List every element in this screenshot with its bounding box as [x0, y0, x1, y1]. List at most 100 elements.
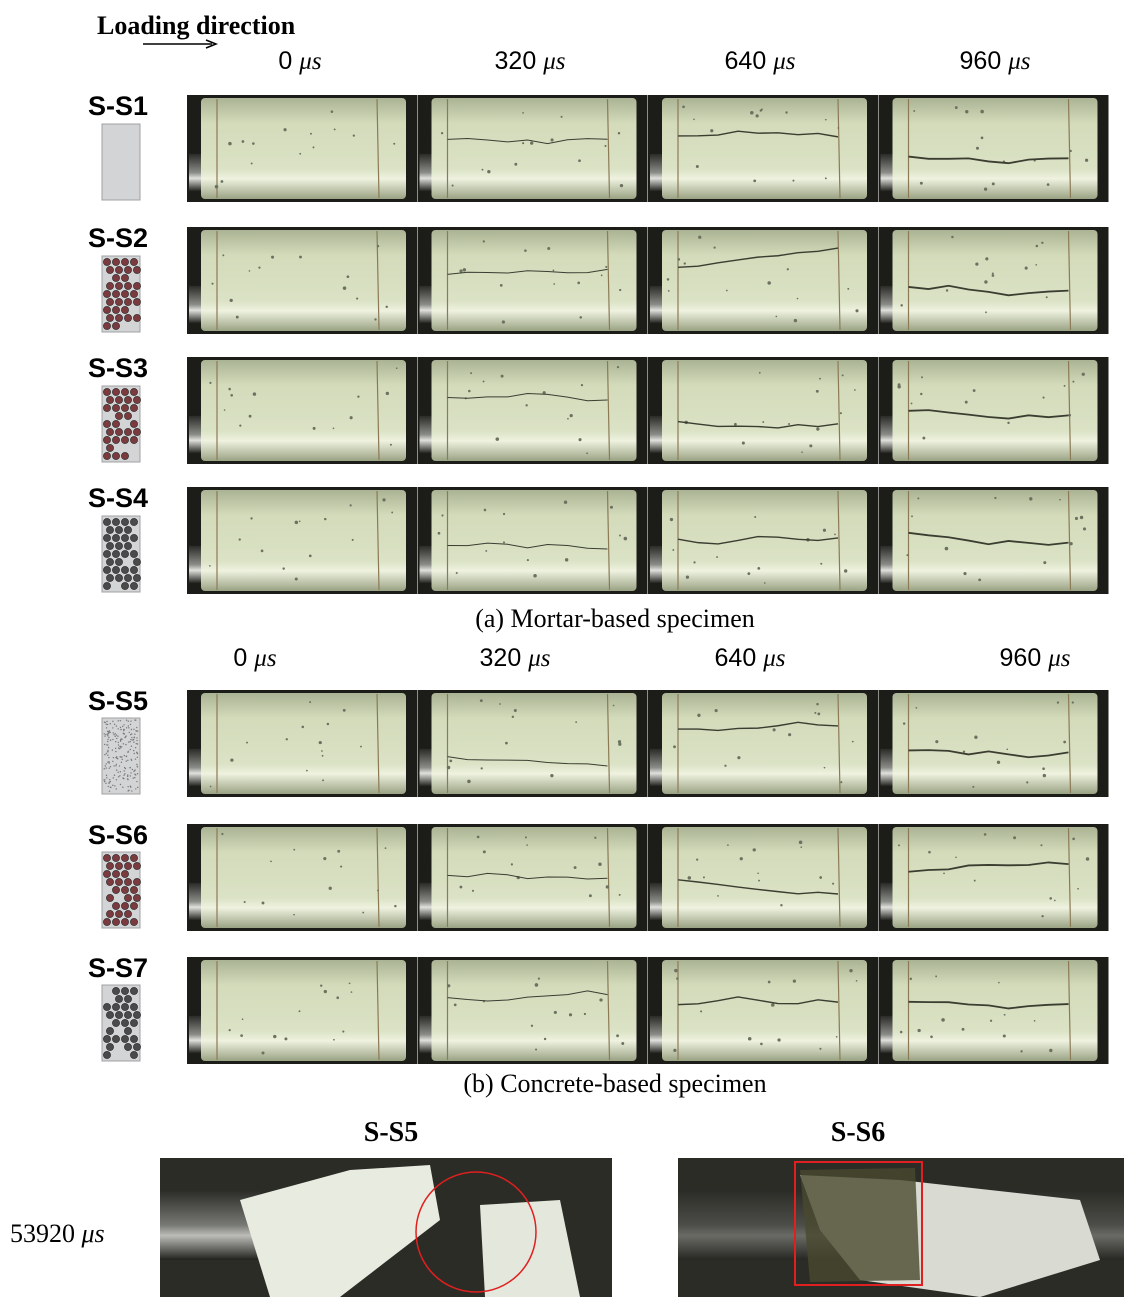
aggregate: [133, 1043, 140, 1050]
speckle: [137, 773, 138, 774]
pore: [333, 427, 335, 429]
aggregate: [112, 550, 119, 557]
pore: [505, 742, 508, 745]
speckle: [115, 748, 116, 749]
pore: [688, 876, 692, 880]
specimen: [662, 827, 867, 928]
pore: [569, 1013, 572, 1016]
aggregate: [133, 878, 140, 885]
speckle: [105, 783, 106, 784]
pore: [945, 547, 949, 551]
speckle: [106, 723, 107, 724]
pore: [814, 712, 816, 714]
pore: [575, 721, 577, 723]
pore: [526, 844, 528, 846]
pore: [531, 1025, 533, 1027]
aggregate: [121, 534, 128, 541]
pore: [682, 105, 685, 108]
bar-end: [420, 1016, 432, 1053]
time-unit: μs: [81, 1219, 105, 1248]
pore: [1077, 888, 1079, 890]
aggregate: [112, 854, 119, 861]
pore: [794, 319, 797, 322]
pore: [599, 998, 602, 1001]
speckle: [121, 738, 122, 739]
specimen-label: S-S5: [88, 686, 148, 716]
speckle: [107, 735, 108, 736]
pore: [390, 444, 392, 446]
time-unit: μs: [1007, 48, 1030, 75]
pore: [578, 438, 581, 441]
pore: [816, 427, 819, 430]
aggregate: [103, 290, 110, 297]
pore: [447, 984, 450, 987]
pore: [978, 578, 981, 581]
pore: [1013, 836, 1016, 839]
speckle: [136, 743, 137, 744]
specimen-label: S-S3: [88, 353, 148, 383]
aggregate: [124, 1043, 131, 1050]
speckle: [137, 730, 138, 731]
aggregate: [106, 266, 113, 273]
pore: [668, 290, 670, 292]
pore: [236, 316, 239, 319]
pore: [994, 497, 996, 499]
pore: [1049, 1049, 1052, 1052]
pore: [717, 895, 719, 897]
speckle: [117, 772, 118, 773]
time-unit: μs: [527, 645, 550, 672]
pore: [468, 390, 471, 393]
speckle: [123, 743, 124, 744]
specimen: [432, 230, 637, 331]
speckle: [110, 786, 111, 787]
aggregate: [130, 886, 137, 893]
pore: [391, 512, 393, 514]
pore: [667, 278, 670, 281]
pore: [456, 572, 458, 574]
specimen: [893, 98, 1098, 199]
pore: [374, 318, 376, 320]
pore: [299, 520, 301, 522]
time-unit: μs: [772, 48, 795, 75]
aggregate: [133, 314, 140, 321]
pore: [551, 138, 554, 141]
pore: [262, 902, 265, 905]
aggregate: [121, 918, 128, 925]
speckle: [130, 759, 131, 760]
pore: [224, 409, 226, 411]
aggregate: [103, 388, 110, 395]
speckle: [136, 727, 137, 728]
time-number: 640: [715, 644, 757, 672]
pore: [760, 109, 762, 111]
aggregate: [112, 534, 119, 541]
pore: [1063, 741, 1066, 744]
speckle: [118, 720, 119, 721]
aggregate: [106, 282, 113, 289]
pore: [1035, 264, 1037, 266]
pore: [578, 159, 581, 162]
pore: [323, 857, 326, 860]
aggregate: [115, 298, 122, 305]
speckle: [106, 727, 107, 728]
aggregate: [124, 574, 131, 581]
speckle: [125, 744, 126, 745]
speckle: [135, 747, 136, 748]
speckle: [116, 788, 117, 789]
specimen: [432, 360, 637, 461]
speckle: [131, 737, 132, 738]
pore: [319, 741, 322, 744]
speckle: [130, 741, 131, 742]
pore: [1034, 1020, 1036, 1022]
pore: [352, 539, 354, 541]
aggregate: [130, 918, 137, 925]
aggregate: [115, 574, 122, 581]
speckle: [114, 736, 115, 737]
speckle: [106, 744, 107, 745]
aggregate: [106, 1011, 113, 1018]
aggregate: [112, 518, 119, 525]
pore: [762, 421, 764, 423]
aggregate: [112, 918, 119, 925]
pore: [737, 756, 740, 759]
pore: [334, 128, 336, 130]
pore: [849, 969, 852, 972]
